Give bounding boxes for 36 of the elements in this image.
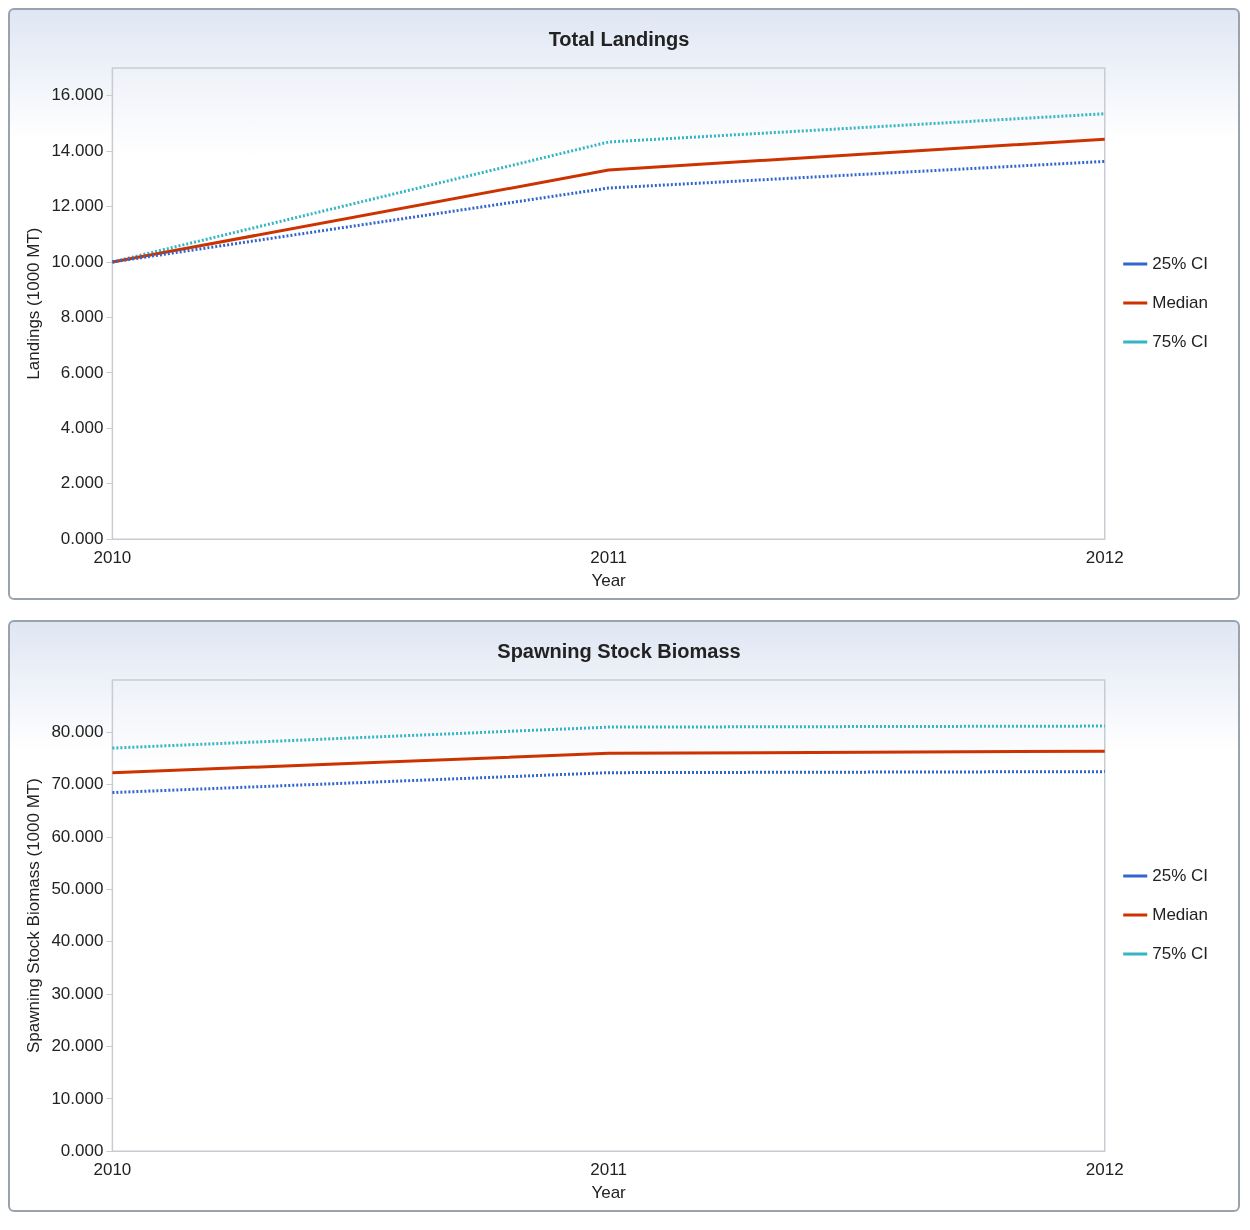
y-tick-label: 16.000 — [51, 85, 104, 105]
y-tick-label: 40.000 — [51, 931, 104, 951]
y-tick-label: 0.000 — [60, 1140, 104, 1160]
x-tick-label: 2010 — [93, 1160, 132, 1180]
y-tick-label: 10.000 — [51, 1088, 104, 1108]
y-tick-label: 2.000 — [60, 473, 104, 493]
y-tick-label: 60.000 — [51, 826, 104, 846]
y-tick-label: 14.000 — [51, 140, 104, 160]
y-tick-label: 0.000 — [60, 528, 104, 548]
y-tick-label: 30.000 — [51, 983, 104, 1003]
x-tick-label: 2012 — [1085, 1160, 1124, 1180]
x-tick-label: 2011 — [590, 1160, 627, 1180]
y-tick-label: 10.000 — [51, 251, 104, 271]
legend-label: 75% CI — [1152, 943, 1208, 963]
x-axis-title: Year — [591, 571, 627, 591]
y-tick-label: 20.000 — [51, 1036, 104, 1056]
chart-title: Spawning Stock Biomass — [497, 639, 741, 662]
legend-label: 25% CI — [1152, 865, 1208, 885]
legend-label: 75% CI — [1152, 331, 1208, 351]
y-axis-title: Spawning Stock Biomass (1000 MT) — [23, 778, 43, 1054]
y-tick-label: 6.000 — [60, 362, 104, 382]
legend-label: Median — [1152, 292, 1209, 312]
y-tick-label: 80.000 — [51, 722, 104, 742]
chart-title: Total Landings — [548, 27, 690, 50]
x-tick-label: 2012 — [1085, 548, 1124, 568]
x-tick-label: 2011 — [590, 548, 627, 568]
y-tick-label: 12.000 — [51, 196, 104, 216]
y-tick-label: 4.000 — [60, 418, 104, 438]
y-tick-label: 8.000 — [60, 307, 104, 327]
legend-label: Median — [1152, 904, 1209, 924]
x-axis-title: Year — [591, 1183, 627, 1203]
legend-label: 25% CI — [1152, 253, 1208, 273]
y-tick-label: 50.000 — [51, 879, 104, 899]
y-axis-title: Landings (1000 MT) — [23, 227, 43, 380]
x-tick-label: 2010 — [93, 548, 132, 568]
y-tick-label: 70.000 — [51, 774, 104, 794]
